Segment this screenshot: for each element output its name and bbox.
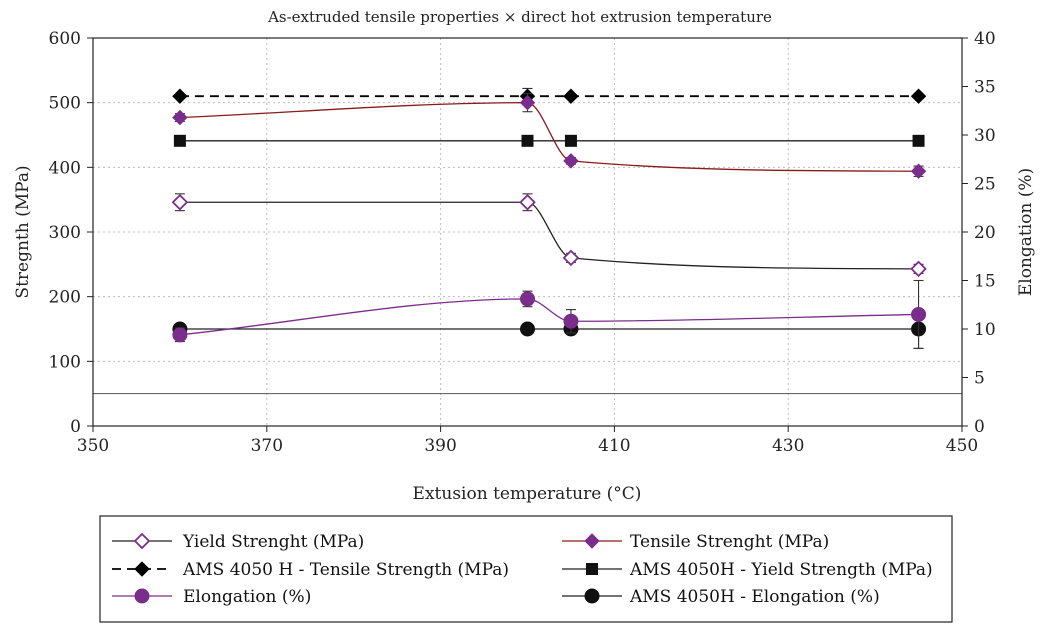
x-tick-label: 450 <box>946 436 978 456</box>
x-tick-label: 390 <box>424 436 456 456</box>
legend-label: AMS 4050H - Elongation (%) <box>629 587 880 607</box>
y-tick-label: 300 <box>49 223 81 243</box>
legend-item: AMS 4050 H - Tensile Strength (MPa) <box>112 560 509 580</box>
legend-marker <box>584 588 600 604</box>
data-point <box>910 163 927 179</box>
y-tick-label: 600 <box>49 29 81 49</box>
x-tick-label: 430 <box>772 436 804 456</box>
data-point <box>910 88 927 104</box>
data-point <box>172 327 188 343</box>
y2-axis-title: Elongation (%) <box>1016 168 1036 296</box>
series-3 <box>173 134 925 147</box>
y2-tick-label: 25 <box>974 175 996 195</box>
data-point <box>519 193 536 211</box>
y2-tick-label: 5 <box>974 369 985 389</box>
data-point <box>519 94 536 111</box>
legend-item: Tensile Strenght (MPa) <box>562 532 829 552</box>
legend-label: AMS 4050H - Yield Strength (MPa) <box>629 560 933 580</box>
y2-tick-label: 0 <box>974 417 985 437</box>
series-line <box>179 102 919 172</box>
legend-marker <box>134 588 150 604</box>
legend-marker <box>584 533 600 549</box>
x-tick-label: 410 <box>598 436 630 456</box>
x-tick-label: 370 <box>251 436 283 456</box>
legend: Yield Strenght (MPa) Tensile Strenght (MP… <box>99 515 953 623</box>
y-tick-label: 400 <box>49 158 81 178</box>
legend-label: AMS 4050 H - Tensile Strength (MPa) <box>182 560 509 580</box>
chart-title: As-extruded tensile properties × direct … <box>267 8 772 26</box>
grid-layer <box>93 38 962 426</box>
x-tick-label: 350 <box>77 436 109 456</box>
y-tick-label: 200 <box>49 288 81 308</box>
data-point <box>563 313 579 329</box>
legend-item: Yield Strenght (MPa) <box>112 532 364 552</box>
legend-box <box>99 515 953 623</box>
series-4 <box>172 279 927 349</box>
legend-marker <box>133 532 151 550</box>
series-2 <box>172 87 927 105</box>
series-0 <box>171 193 927 278</box>
y2-tick-label: 40 <box>974 29 996 49</box>
data-point <box>521 134 534 147</box>
data-point <box>912 134 925 147</box>
legend-item: AMS 4050H - Yield Strength (MPa) <box>562 560 933 580</box>
legend-label: Tensile Strenght (MPa) <box>630 532 829 552</box>
y2-tick-label: 20 <box>974 223 996 243</box>
series-line <box>179 298 919 336</box>
legend-item: AMS 4050H - Elongation (%) <box>562 587 880 607</box>
y2-tick-label: 30 <box>974 126 996 146</box>
data-point <box>171 193 189 211</box>
series-5 <box>172 309 927 349</box>
y-tick-label: 500 <box>49 94 81 114</box>
data-point <box>172 88 188 104</box>
legend-label: Elongation (%) <box>183 587 311 607</box>
data-point <box>911 306 927 322</box>
series-layer <box>171 87 927 349</box>
y2-tick-label: 15 <box>974 272 996 292</box>
legend-item: Elongation (%) <box>112 587 311 607</box>
y-axis-title: Stregnth (MPa) <box>13 165 33 298</box>
legend-marker <box>134 561 150 577</box>
data-point <box>562 249 580 267</box>
y2-tick-label: 10 <box>974 320 996 340</box>
legend-label: Yield Strenght (MPa) <box>182 532 364 552</box>
data-point <box>564 134 577 147</box>
data-point <box>563 88 579 104</box>
y-tick-label: 100 <box>49 352 81 372</box>
x-axis-title: Extusion temperature (°C) <box>413 484 642 504</box>
data-point <box>520 321 535 337</box>
y-tick-label: 0 <box>70 417 81 437</box>
series-line <box>179 201 919 270</box>
axes-layer: 350 370 390 410 430 4500100200300400500600051… <box>49 29 996 456</box>
series-1 <box>172 93 927 179</box>
data-point <box>173 134 186 147</box>
data-point <box>520 291 535 307</box>
data-point <box>172 109 188 126</box>
legend-marker <box>586 563 598 575</box>
data-point <box>910 260 927 278</box>
data-point <box>563 153 579 169</box>
y2-tick-label: 35 <box>974 78 996 98</box>
